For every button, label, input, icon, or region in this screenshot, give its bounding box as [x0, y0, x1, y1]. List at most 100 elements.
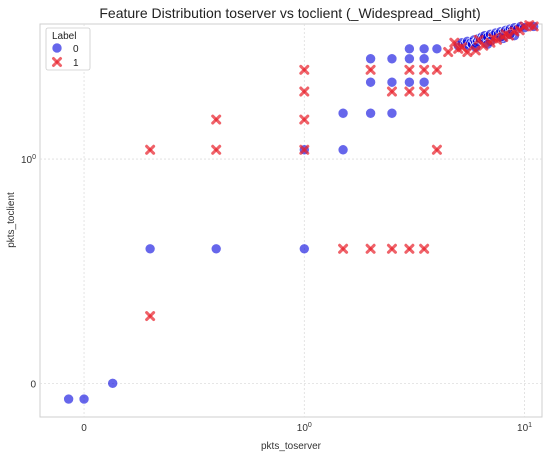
point-series-1 [386, 86, 397, 97]
point-series-1 [211, 114, 222, 125]
point-series-0 [418, 43, 430, 55]
point-series-0 [404, 76, 415, 88]
plot-area [39, 23, 543, 418]
x-marker-stroke [404, 243, 415, 254]
point-series-1 [404, 243, 415, 254]
x-marker-stroke [478, 40, 489, 51]
point-series-0 [431, 43, 443, 55]
x-marker-stroke [52, 57, 62, 67]
point-series-0 [386, 53, 398, 65]
x-marker-stroke [419, 64, 430, 75]
point-series-1 [500, 29, 511, 40]
x-marker-stroke [299, 86, 310, 97]
legend-marker-1 [52, 57, 62, 67]
x-marker-stroke [500, 29, 511, 40]
point-series-0 [365, 76, 376, 88]
point-series-0 [107, 378, 118, 389]
point-series-0 [404, 53, 415, 65]
point-series-0 [337, 144, 349, 156]
point-series-1 [419, 243, 430, 254]
point-series-1 [431, 64, 442, 75]
point-series-1 [145, 311, 156, 322]
x-marker-stroke [488, 33, 499, 44]
y-tick-exponent: 0 [32, 154, 36, 161]
point-series-0 [418, 53, 430, 65]
x-marker-stroke [145, 311, 156, 322]
legend-label-0: 0 [73, 44, 79, 55]
x-marker-stroke [528, 21, 539, 32]
point-series-0 [144, 243, 156, 255]
point-series-1 [473, 34, 484, 45]
point-series-0 [337, 107, 349, 119]
point-series-1 [419, 86, 430, 97]
point-series-1 [365, 64, 376, 75]
point-series-0 [210, 243, 222, 255]
point-series-1 [443, 47, 454, 58]
point-series-1 [449, 37, 460, 48]
x-marker-stroke [365, 243, 376, 254]
x-marker-stroke [386, 243, 397, 254]
x-marker-stroke [431, 64, 442, 75]
x-marker-stroke [431, 144, 442, 155]
point-series-1 [386, 243, 397, 254]
x-marker-stroke [299, 144, 310, 155]
point-series-0 [418, 76, 430, 88]
point-series-1 [299, 144, 310, 155]
y-axis-label: pkts_toclient [6, 192, 17, 248]
point-series-1 [145, 144, 156, 155]
x-marker-stroke [462, 47, 473, 58]
x-marker-stroke [419, 243, 430, 254]
legend-entry-0: 0 [51, 42, 79, 55]
point-series-1 [299, 64, 310, 75]
x-marker-stroke [457, 42, 468, 53]
point-series-1 [299, 86, 310, 97]
data-points [63, 20, 539, 405]
point-series-0 [386, 107, 398, 119]
x-tick-exponent: 1 [528, 422, 532, 429]
x-marker-stroke [211, 114, 222, 125]
x-marker-stroke [473, 34, 484, 45]
x-marker-stroke [299, 114, 310, 125]
legend-title: Label [52, 31, 76, 42]
point-series-1 [419, 64, 430, 75]
point-series-0 [365, 53, 376, 65]
legend-label-1: 1 [73, 58, 79, 69]
x-marker-stroke [365, 64, 376, 75]
point-series-1 [457, 42, 468, 53]
series-1 [145, 20, 539, 322]
x-marker-stroke [338, 243, 349, 254]
x-marker-stroke [211, 144, 222, 155]
point-series-1 [404, 86, 415, 97]
point-series-1 [488, 33, 499, 44]
x-marker-stroke [404, 64, 415, 75]
point-series-0 [299, 243, 310, 255]
x-marker-stroke [404, 86, 415, 97]
point-series-0 [63, 393, 74, 405]
point-series-1 [338, 243, 349, 254]
legend-entry-1: 1 [52, 57, 79, 69]
point-series-1 [365, 243, 376, 254]
point-series-0 [386, 76, 398, 88]
point-series-0 [78, 393, 90, 405]
x-axis-label: pkts_toserver [261, 441, 322, 452]
x-marker-stroke [470, 45, 481, 56]
x-marker-stroke [449, 37, 460, 48]
x-marker-stroke [299, 64, 310, 75]
x-marker-stroke [145, 144, 156, 155]
x-tick-label: 0 [81, 423, 87, 434]
point-series-1 [299, 114, 310, 125]
x-marker-stroke [443, 47, 454, 58]
point-series-0 [365, 107, 376, 119]
y-tick-label: 0 [30, 379, 36, 390]
x-tick-exponent: 0 [308, 422, 312, 429]
legend-marker-0 [51, 42, 63, 54]
legend-box [45, 27, 91, 71]
point-series-1 [470, 45, 481, 56]
legend: Label 0 1 [45, 27, 91, 71]
x-marker-stroke [386, 86, 397, 97]
point-series-0 [404, 43, 415, 55]
chart-title: Feature Distribution toserver vs toclien… [99, 5, 480, 21]
point-series-1 [211, 144, 222, 155]
point-series-1 [528, 21, 539, 32]
